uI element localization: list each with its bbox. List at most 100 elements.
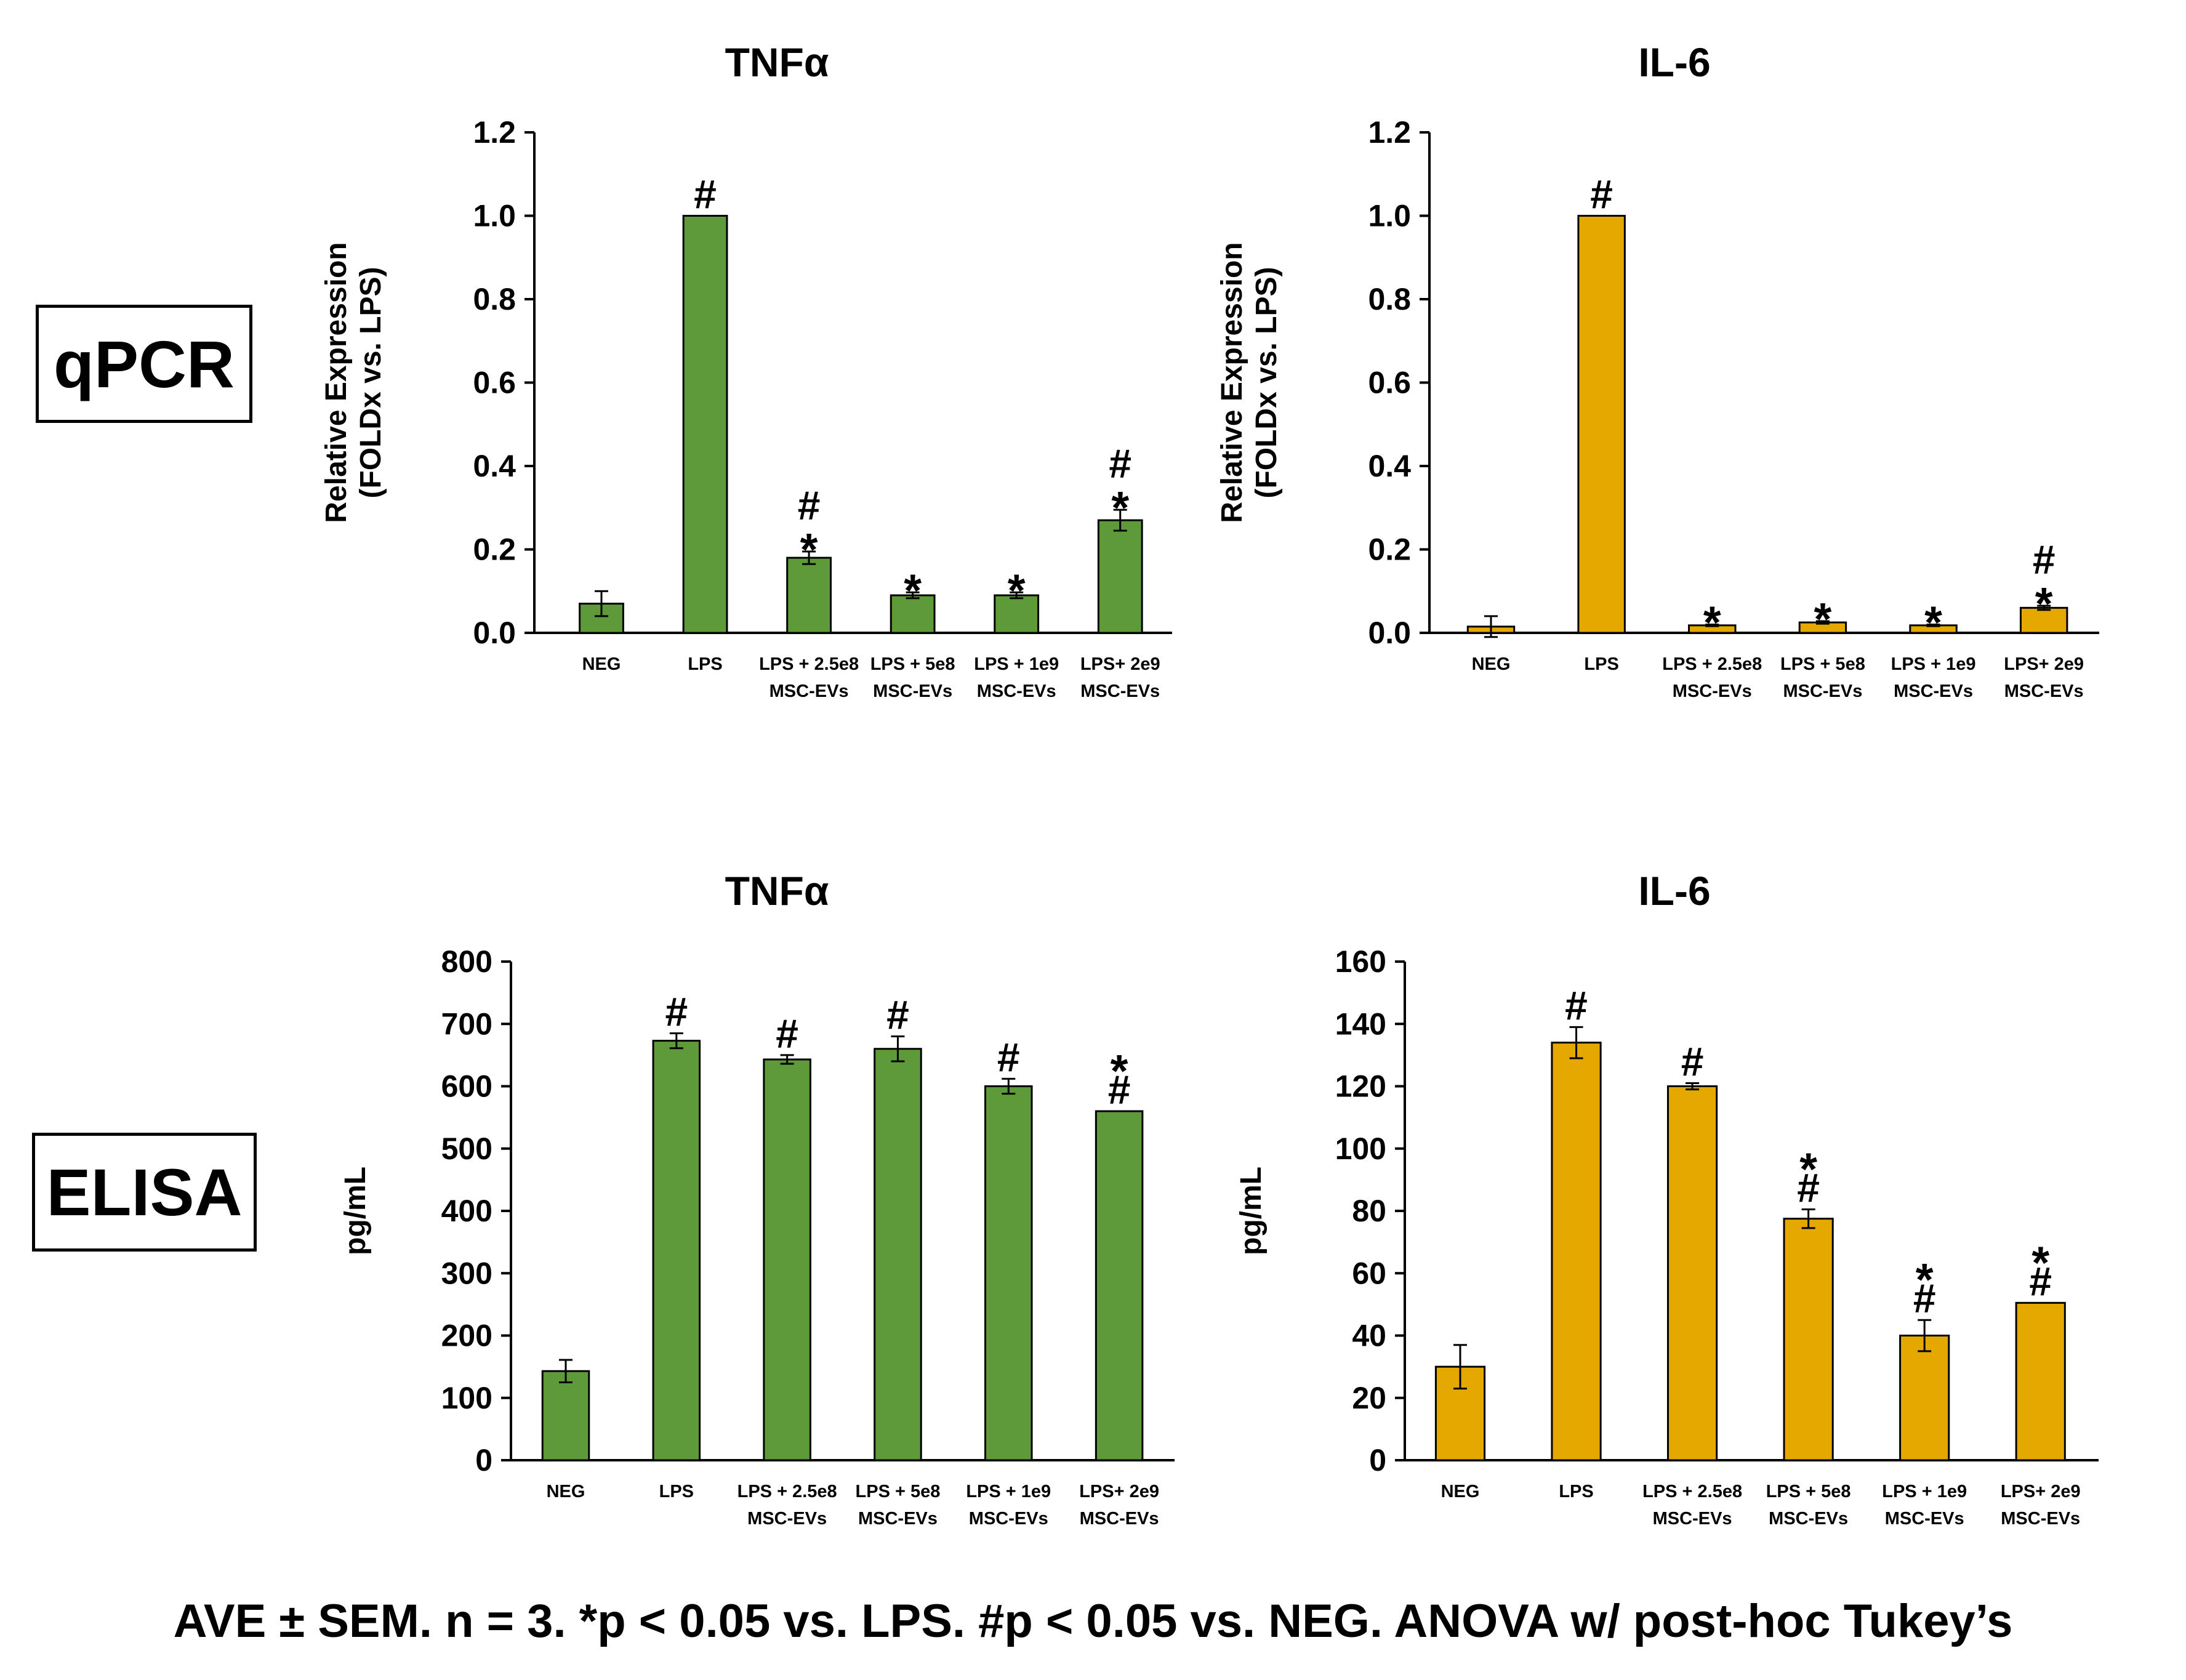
y-tick-label: 0.8 (473, 282, 516, 316)
significance-hash: # (1681, 1039, 1704, 1084)
y-tick-label: 0.0 (473, 616, 516, 650)
x-tick-label: LPS (1584, 654, 1618, 674)
significance-hash: # (665, 989, 688, 1034)
significance-star: * (1799, 1143, 1817, 1194)
bar (652, 1040, 701, 1461)
y-tick-label: 100 (441, 1381, 492, 1415)
significance-star: * (2035, 578, 2053, 629)
significance-hash: # (1565, 983, 1588, 1028)
x-tick-label: MSC-EVs (2004, 681, 2084, 701)
x-tick-label: LPS + 5e8 (870, 654, 955, 674)
chart-qpcr-tnfa: TNFα 0.0 0.2 0.4 0.6 0.8 1.0 1.2 Relative Expres… (320, 39, 1172, 701)
x-tick-label: MSC-EVs (1080, 1509, 1159, 1529)
x-tick-label: LPS + 2.5e8 (759, 654, 859, 674)
y-tick-label: 40 (1352, 1319, 1386, 1353)
chart-qpcr-il6: IL-6 0.0 0.2 0.4 0.6 0.8 1.0 1.2 Relative Expres… (1216, 39, 2099, 701)
row-label-elisa: ELISA (32, 1133, 257, 1252)
x-tick-label: MSC-EVs (969, 1509, 1048, 1529)
chart-elisa-tnfa: TNFα 0 100 200 300 400 500 600 700 800 pg/mL NEG # LP… (339, 868, 1175, 1529)
y-tick-label: 0 (475, 1443, 492, 1477)
chart-title: TNFα (725, 868, 829, 914)
bar (1097, 519, 1143, 634)
y-tick-label: 200 (441, 1319, 492, 1353)
y-tick-label: 0.6 (1368, 366, 1411, 400)
y-tick-label: 140 (1335, 1007, 1386, 1041)
significance-hash: # (1108, 1067, 1131, 1112)
y-tick-label: 1.2 (1368, 115, 1411, 150)
x-tick-label: LPS + 2.5e8 (1642, 1482, 1742, 1501)
x-tick-label: LPS + 1e9 (1891, 654, 1976, 674)
chart-elisa-il6: IL-6 0 20 40 60 80 100 120 140 160 pg/mL NEG # LPS # LP… (1235, 868, 2099, 1529)
y-tick-label: 1.0 (1368, 199, 1411, 233)
x-tick-label: LPS (1559, 1482, 1593, 1501)
y-axis-title: pg/mL (1235, 1167, 1268, 1255)
y-axis-title: pg/mL (339, 1167, 372, 1255)
x-tick-label: NEG (1441, 1482, 1480, 1501)
x-tick-label: MSC-EVs (858, 1509, 938, 1529)
significance-star: * (2031, 1237, 2049, 1288)
x-tick-label: MSC-EVs (1673, 681, 1752, 701)
y-tick-label: 400 (441, 1194, 492, 1228)
x-tick-label: LPS + 5e8 (1766, 1482, 1851, 1501)
significance-star: * (800, 524, 818, 575)
significance-star: * (1111, 1045, 1128, 1096)
x-tick-label: MSC-EVs (873, 681, 952, 701)
y-tick-label: 0.2 (1368, 533, 1411, 567)
x-tick-label: MSC-EVs (1783, 681, 1862, 701)
x-tick-label: MSC-EVs (1653, 1509, 1732, 1529)
x-tick-label: LPS + 1e9 (974, 654, 1059, 674)
y-tick-label: 700 (441, 1007, 492, 1041)
x-tick-label: MSC-EVs (1885, 1509, 1964, 1529)
y-axis-title: Relative Expression (1216, 242, 1248, 523)
y-tick-label: 160 (1335, 944, 1386, 979)
row-label-qpcr: qPCR (36, 305, 252, 423)
y-tick-label: 600 (441, 1069, 492, 1104)
significance-hash: # (1590, 172, 1613, 217)
y-tick-label: 0.4 (473, 449, 516, 483)
bar (1666, 1085, 1718, 1461)
significance-hash: # (886, 992, 909, 1038)
bar (1577, 215, 1626, 634)
y-tick-label: 80 (1352, 1194, 1386, 1228)
x-tick-label: MSC-EVs (747, 1509, 827, 1529)
bar (874, 1048, 922, 1461)
bar (682, 215, 728, 634)
bar (890, 594, 936, 634)
y-tick-label: 1.0 (473, 199, 516, 233)
significance-hash: # (1913, 1276, 1936, 1321)
significance-hash: # (798, 483, 821, 528)
bar (763, 1058, 811, 1461)
y-axis-title: (FOLDx vs. LPS) (1250, 267, 1283, 498)
x-tick-label: LPS + 5e8 (1780, 654, 1865, 674)
y-tick-label: 100 (1335, 1131, 1386, 1166)
significance-hash: # (694, 172, 717, 217)
significance-hash: # (1797, 1165, 1820, 1210)
x-tick-label: MSC-EVs (1080, 681, 1160, 701)
y-tick-label: 0.0 (1368, 616, 1411, 650)
chart-title: TNFα (725, 39, 829, 85)
significance-star: * (1924, 597, 1942, 648)
significance-hash: # (2033, 537, 2055, 582)
significance-hash: # (2029, 1258, 2052, 1304)
bar (1899, 1335, 1950, 1461)
y-tick-label: 500 (441, 1131, 492, 1166)
significance-star: * (1111, 482, 1129, 533)
y-tick-label: 0.4 (1368, 449, 1411, 483)
significance-star: * (1916, 1254, 1934, 1305)
significance-star: * (904, 565, 922, 616)
x-tick-label: MSC-EVs (2001, 1509, 2080, 1529)
x-tick-label: MSC-EVs (770, 681, 849, 701)
y-tick-label: 20 (1352, 1381, 1386, 1415)
significance-hash: # (776, 1011, 798, 1056)
y-axis-title: Relative Expression (320, 242, 353, 523)
x-tick-label: MSC-EVs (1894, 681, 1973, 701)
x-tick-label: NEG (582, 654, 621, 674)
y-tick-label: 0.2 (473, 533, 516, 567)
x-tick-label: LPS+ 2e9 (2004, 654, 2084, 674)
y-tick-label: 800 (441, 944, 492, 979)
x-tick-label: LPS + 1e9 (966, 1482, 1051, 1501)
footnote: AVE ± SEM. n = 3. *p < 0.05 vs. LPS. #p … (173, 1595, 2013, 1647)
y-tick-label: 60 (1352, 1256, 1386, 1290)
x-tick-label: LPS+ 2e9 (1080, 654, 1160, 674)
